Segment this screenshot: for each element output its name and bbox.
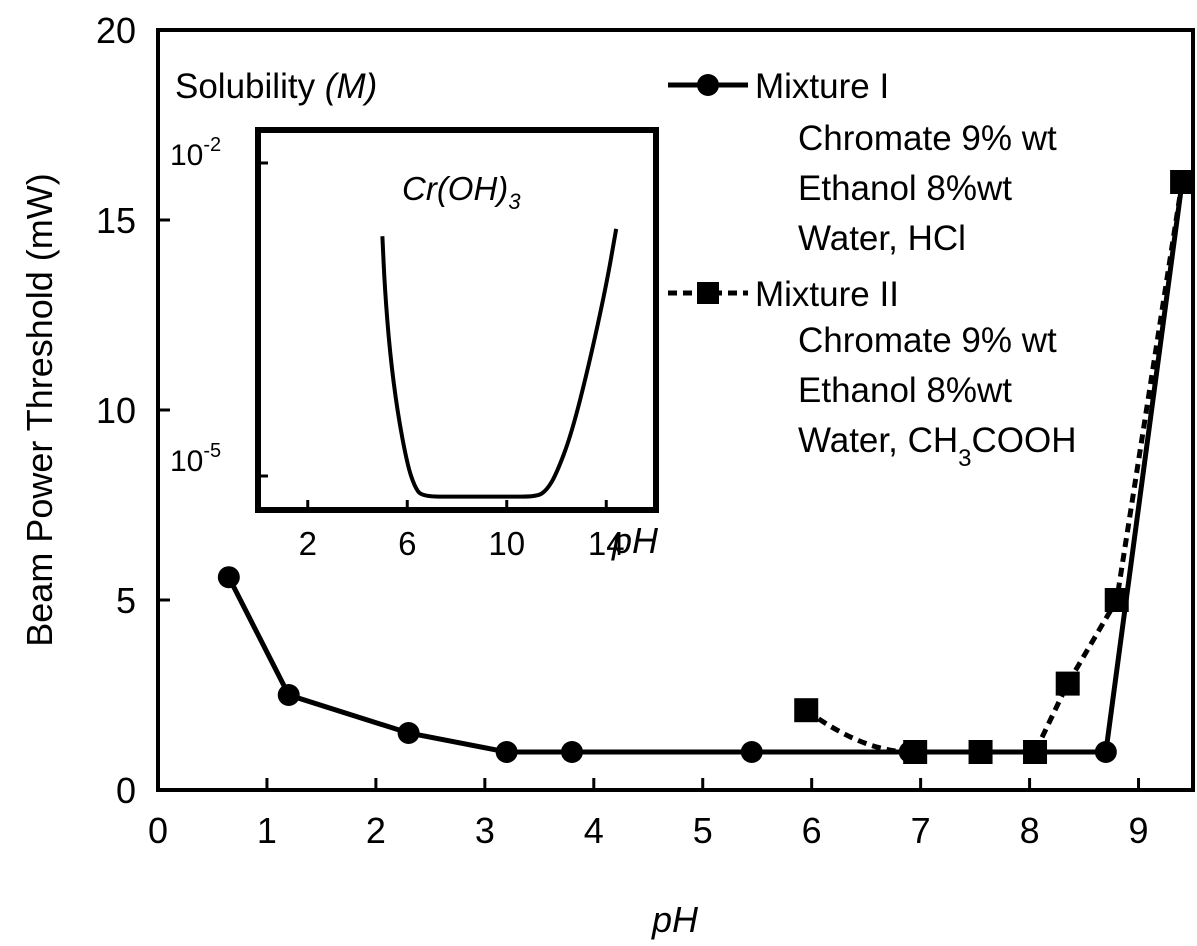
legend-desc-mixture-2-line-1: Chromate 9% wt — [798, 321, 1057, 360]
y-tick-label: 15 — [96, 200, 136, 241]
data-point — [794, 698, 819, 723]
legend-marker-mixture-1 — [697, 74, 719, 96]
y-tick-label: 20 — [96, 10, 136, 51]
series-line — [804, 181, 1185, 755]
x-tick-label: 2 — [366, 810, 386, 851]
main-tick-labels: 0 1 2 3 4 5 6 7 8 9 0 5 10 15 20 — [96, 10, 1149, 851]
inset-solubility-curve — [380, 228, 619, 499]
inset-annotation: Cr(OH)3 — [402, 170, 521, 214]
data-point — [277, 684, 300, 706]
data-point — [740, 741, 763, 763]
main-ticks — [158, 218, 1141, 790]
data-point — [1023, 740, 1048, 764]
inset-x-tick-label: 6 — [398, 525, 416, 562]
x-tick-label: 6 — [802, 810, 822, 851]
data-point — [1104, 588, 1129, 612]
data-point — [903, 740, 928, 764]
x-tick-label: 7 — [911, 810, 931, 851]
data-point — [1170, 170, 1195, 194]
y-tick-label: 0 — [116, 770, 136, 811]
legend-desc-mixture-2-line-3-main: Water, CH — [798, 421, 958, 460]
x-tick-label: 4 — [584, 810, 604, 851]
inset-annotation-sub: 3 — [508, 189, 521, 214]
y-axis-label: Beam Power Threshold (mW) — [19, 173, 60, 646]
legend-marker-mixture-2 — [697, 282, 719, 304]
legend-desc-mixture-2-subscript: 3 — [958, 445, 971, 472]
inset-frame — [255, 127, 659, 513]
inset-title-main: Solubility — [175, 67, 325, 106]
legend-desc-mixture-1-line-2: Ethanol 8%wt — [798, 169, 1012, 208]
legend-desc-mixture-2-line-2: Ethanol 8%wt — [798, 371, 1012, 410]
x-tick-label: 8 — [1020, 810, 1040, 851]
legend-label-mixture-1: Mixture I — [755, 67, 889, 106]
data-point — [1055, 671, 1080, 696]
legend-desc-mixture-1-line-3: Water, HCl — [798, 219, 966, 258]
data-point — [561, 741, 583, 763]
data-point — [217, 566, 240, 589]
inset-ticks — [258, 161, 608, 510]
legend-desc-mixture-2-line-3: Water, CH3COOH — [798, 421, 1076, 472]
data-point — [968, 740, 993, 764]
inset-y-tick-top-exp: -2 — [203, 134, 221, 156]
x-axis-label: pH — [651, 899, 699, 940]
legend-desc-mixture-1-line-1: Chromate 9% wt — [798, 119, 1057, 158]
inset-x-tick-label: 14 — [588, 525, 625, 562]
inset-y-tick-bottom-exp: -5 — [203, 440, 221, 462]
inset-x-axis-label: pH — [611, 520, 659, 561]
inset-y-tick-bottom-base: 10 — [170, 445, 203, 478]
x-tick-label: 0 — [148, 810, 168, 851]
inset-y-tick-top: 10-2 — [170, 134, 221, 172]
x-tick-label: 3 — [475, 810, 495, 851]
x-tick-label: 1 — [257, 810, 277, 851]
y-tick-label: 5 — [116, 580, 136, 621]
inset-y-tick-top-base: 10 — [170, 139, 203, 172]
inset-x-labels: 2 6 10 14 — [299, 525, 625, 562]
inset-title-unit: (M) — [325, 67, 377, 106]
legend: Mixture I Chromate 9% wt Ethanol 8%wt Wa… — [668, 67, 1076, 472]
inset-annotation-main: Cr(OH) — [402, 170, 508, 207]
series-2 — [794, 170, 1195, 764]
legend-label-mixture-2: Mixture II — [755, 275, 899, 314]
inset-x-tick-label: 2 — [299, 525, 317, 562]
data-point — [397, 722, 420, 744]
y-tick-label: 10 — [96, 390, 136, 431]
series-layer — [217, 170, 1195, 764]
inset-chart: Solubility (M) 10-2 10-5 2 6 10 14 pH Cr(OH… — [170, 67, 659, 562]
legend-desc-mixture-2-line-3-end: COOH — [971, 421, 1076, 460]
inset-title: Solubility (M) — [175, 67, 377, 106]
x-tick-label: 9 — [1129, 810, 1149, 851]
inset-x-tick-label: 10 — [488, 525, 525, 562]
inset-y-tick-bottom: 10-5 — [170, 440, 221, 478]
data-point — [495, 741, 518, 763]
data-point — [1094, 741, 1117, 763]
x-tick-label: 5 — [693, 810, 713, 851]
